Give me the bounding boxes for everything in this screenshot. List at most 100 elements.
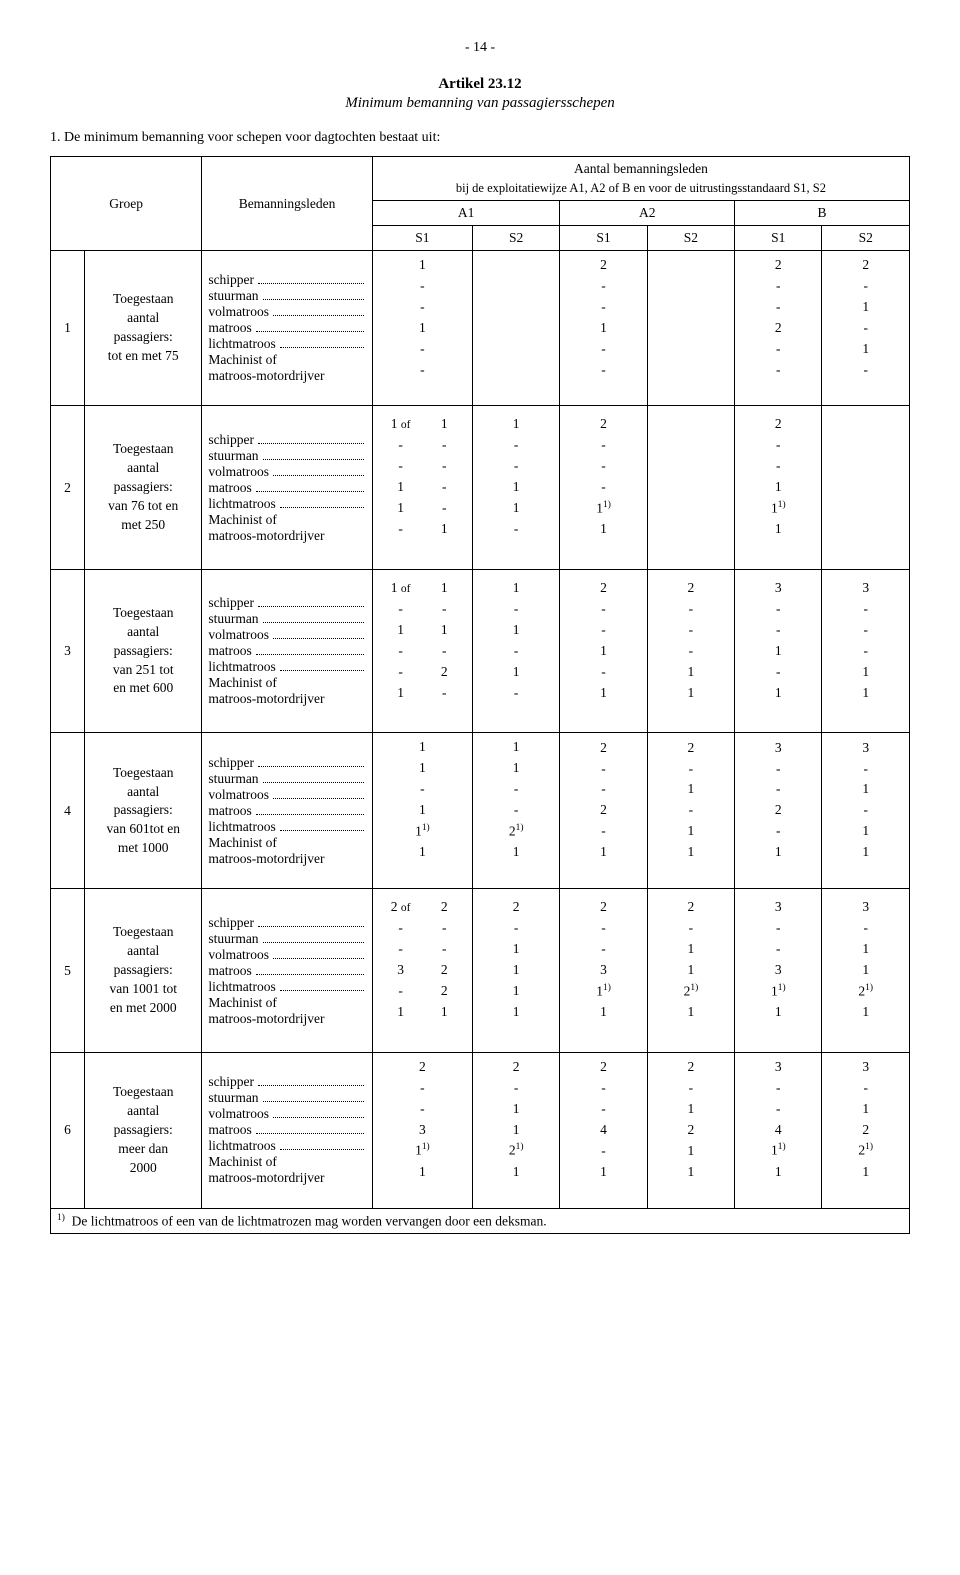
data-value: 1 xyxy=(422,414,466,435)
data-value: - xyxy=(566,1141,640,1162)
data-value: 1 xyxy=(654,1099,728,1120)
data-value: - xyxy=(379,360,466,381)
data-value: 1 xyxy=(479,620,553,641)
crew-label-machinist: Machinist of xyxy=(208,512,366,528)
data-value xyxy=(828,498,903,519)
data-value: - xyxy=(379,435,423,456)
data-value xyxy=(828,435,903,456)
data-value: 3 xyxy=(828,578,903,599)
data-value: - xyxy=(479,641,553,662)
data-value: 1 xyxy=(828,297,903,318)
data-value: 1 xyxy=(828,842,903,863)
data-value: - xyxy=(566,339,640,360)
crew-label: lichtmatroos xyxy=(208,496,276,512)
crew-label: lichtmatroos xyxy=(208,659,276,675)
data-value: - xyxy=(566,620,640,641)
data-value: 21) xyxy=(479,1140,553,1161)
data-value: 1 xyxy=(741,477,815,498)
table-body: 1 Toegestaanaantalpassagiers:tot en met 7… xyxy=(51,251,910,1234)
group-desc: Toegestaanaantalpassagiers:tot en met 75 xyxy=(85,251,202,406)
data-value: - xyxy=(741,599,815,620)
data-value: - xyxy=(654,641,728,662)
data-value: - xyxy=(654,759,728,780)
page-number: - 14 - xyxy=(50,40,910,56)
data-value: 1 xyxy=(479,758,553,779)
data-value: 2 xyxy=(741,255,815,276)
data-value: 1 xyxy=(422,620,466,641)
group-row: 2Toegestaanaantalpassagiers:van 76 tot e… xyxy=(51,406,910,569)
article-subtitle: Minimum bemanning van passagiersschepen xyxy=(50,95,910,112)
crew-label-machinist2: matroos-motordrijver xyxy=(208,368,366,384)
crew-label: volmatroos xyxy=(208,627,269,643)
crew-label: volmatroos xyxy=(208,1106,269,1122)
data-value: 2 xyxy=(654,1057,728,1078)
data-value: 1 xyxy=(741,1162,815,1183)
crew-label: stuurman xyxy=(208,771,258,787)
data-cell: 2--311)1 xyxy=(560,889,647,1052)
data-value: - xyxy=(379,456,423,477)
data-cell-split: 1 of-1--1 1-1-2- xyxy=(372,569,472,732)
data-value: 2 xyxy=(479,897,553,918)
data-cell: 3--2-1 xyxy=(735,733,822,889)
data-value: 1 xyxy=(828,1099,903,1120)
data-value: 1 xyxy=(654,960,728,981)
data-value: - xyxy=(566,477,640,498)
data-value xyxy=(828,519,903,540)
data-value: 1 xyxy=(379,800,466,821)
data-cell: 2---11 xyxy=(647,569,734,732)
data-value: 2 xyxy=(741,800,815,821)
data-cell: 2-1121)1 xyxy=(472,1052,559,1208)
data-cell: 3--1-1 xyxy=(735,569,822,732)
crew-label: matroos xyxy=(208,480,252,496)
crew-label: matroos xyxy=(208,320,252,336)
data-value: - xyxy=(741,821,815,842)
data-value: 2 xyxy=(654,1120,728,1141)
data-value: - xyxy=(828,360,903,381)
data-value: 1 xyxy=(566,1162,640,1183)
crew-label: lichtmatroos xyxy=(208,1138,276,1154)
data-value: - xyxy=(379,779,466,800)
group-row: 6Toegestaanaantalpassagiers:meer dan2000… xyxy=(51,1052,910,1208)
data-value: 3 xyxy=(741,1057,815,1078)
data-value: - xyxy=(379,1078,466,1099)
crew-label-machinist2: matroos-motordrijver xyxy=(208,1170,366,1186)
data-value: 2 xyxy=(566,578,640,599)
crew-label: stuurman xyxy=(208,448,258,464)
header-aantal-text: Aantal bemanningsleden xyxy=(379,161,903,177)
data-value: - xyxy=(741,1078,815,1099)
data-value xyxy=(828,414,903,435)
data-cell: 2--1-- xyxy=(560,251,647,406)
data-value: 1 xyxy=(422,519,466,540)
data-value: - xyxy=(479,779,553,800)
group-desc: Toegestaanaantalpassagiers:van 601tot en… xyxy=(85,733,202,889)
data-value: 1 xyxy=(828,1002,903,1023)
data-value xyxy=(479,339,553,360)
data-value: - xyxy=(422,456,466,477)
crew-label-machinist: Machinist of xyxy=(208,995,366,1011)
data-value: 1 xyxy=(479,939,553,960)
data-value xyxy=(479,276,553,297)
data-value: - xyxy=(422,641,466,662)
crew-label: lichtmatroos xyxy=(208,819,276,835)
crew-label-machinist2: matroos-motordrijver xyxy=(208,851,366,867)
data-value xyxy=(479,297,553,318)
crew-label: matroos xyxy=(208,803,252,819)
data-value xyxy=(828,456,903,477)
data-value: 1 xyxy=(479,1099,553,1120)
data-value: 1 xyxy=(828,1162,903,1183)
header-b-s2: S2 xyxy=(822,226,910,251)
data-value: 1 xyxy=(566,683,640,704)
header-a2-s2: S2 xyxy=(647,226,734,251)
data-value: 2 xyxy=(422,662,466,683)
crew-label-machinist: Machinist of xyxy=(208,675,366,691)
data-cell: 3-1-11 xyxy=(822,733,910,889)
data-value: 1 xyxy=(422,578,466,599)
data-value xyxy=(654,318,728,339)
data-value: 11) xyxy=(566,498,640,519)
data-value: 2 xyxy=(422,960,466,981)
data-value xyxy=(654,477,728,498)
data-cell: 2-1121)1 xyxy=(647,889,734,1052)
data-value: - xyxy=(828,918,903,939)
data-value: 2 of xyxy=(379,897,423,918)
data-value: 2 xyxy=(379,1057,466,1078)
